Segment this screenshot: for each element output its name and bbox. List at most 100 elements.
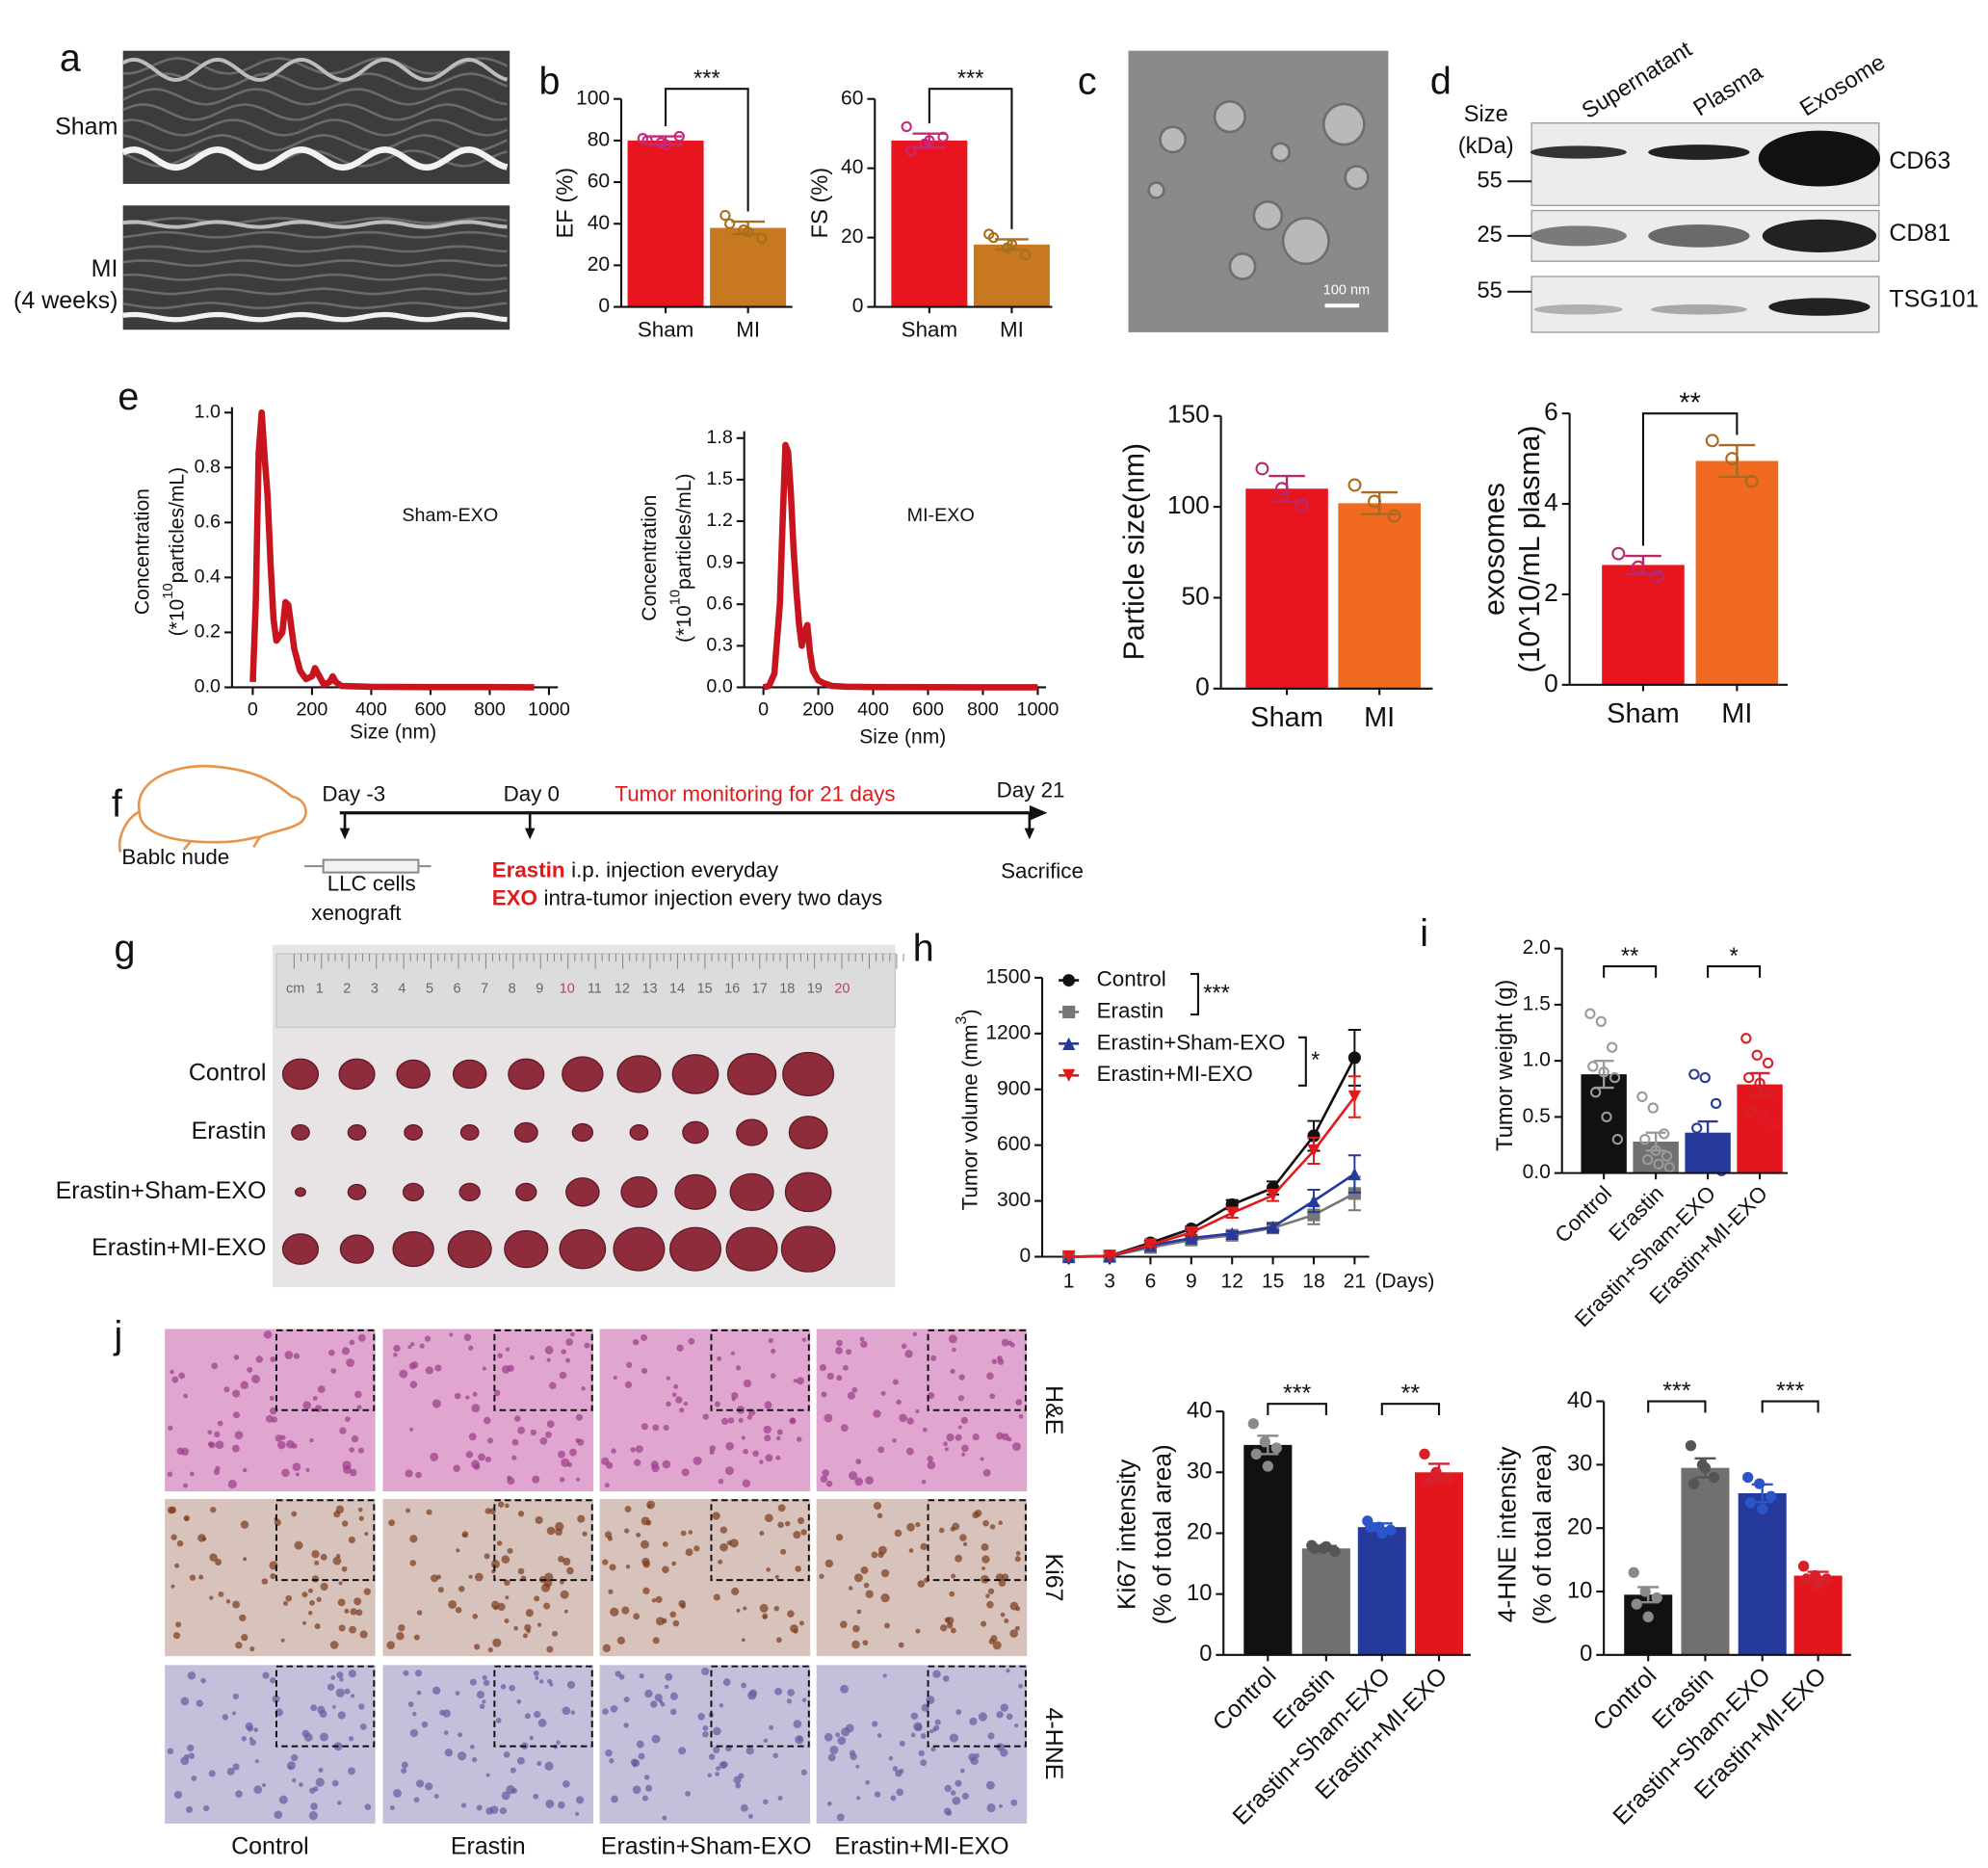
nucleus bbox=[535, 1675, 539, 1680]
nucleus bbox=[215, 1465, 221, 1471]
tumor bbox=[725, 1226, 778, 1272]
nucleus bbox=[458, 1585, 465, 1592]
nucleus bbox=[747, 1691, 757, 1700]
nucleus bbox=[497, 1353, 503, 1358]
nucleus bbox=[239, 1614, 247, 1622]
nucleus bbox=[713, 1726, 721, 1736]
nucleus bbox=[768, 1337, 773, 1344]
nucleus bbox=[200, 1677, 206, 1684]
histology-inset bbox=[493, 1665, 593, 1748]
nucleus bbox=[170, 1584, 175, 1589]
nucleus bbox=[826, 1801, 832, 1806]
nucleus bbox=[680, 1530, 687, 1537]
nucleus bbox=[269, 1407, 277, 1415]
data-point bbox=[924, 135, 935, 146]
nucleus bbox=[797, 1736, 803, 1742]
nucleus bbox=[337, 1801, 342, 1805]
nucleus bbox=[664, 1684, 669, 1690]
data-point bbox=[1321, 1540, 1332, 1553]
nucleus bbox=[642, 1587, 650, 1595]
y-tick-label: 2 bbox=[1544, 578, 1558, 607]
nucleus bbox=[992, 1641, 1002, 1650]
nucleus bbox=[533, 1793, 539, 1800]
nucleus bbox=[307, 1588, 314, 1593]
nucleus bbox=[759, 1460, 764, 1464]
ruler-label: 1 bbox=[316, 982, 324, 997]
nucleus bbox=[892, 1438, 897, 1443]
nucleus bbox=[955, 1554, 963, 1563]
y-tick-label: 1.0 bbox=[1523, 1049, 1551, 1071]
nucleus bbox=[458, 1732, 463, 1738]
nucleus bbox=[558, 1801, 565, 1809]
nucleus bbox=[969, 1717, 978, 1725]
tumor bbox=[620, 1176, 658, 1208]
legend-label: Control bbox=[1097, 966, 1166, 990]
data-point bbox=[1705, 1162, 1716, 1173]
nucleus bbox=[504, 1618, 510, 1624]
nucleus bbox=[318, 1767, 324, 1773]
nucleus bbox=[985, 1593, 990, 1598]
data-point bbox=[1663, 1162, 1675, 1173]
data-point bbox=[1636, 1091, 1648, 1103]
legend-label: Erastin+MI-EXO bbox=[1097, 1062, 1253, 1086]
nucleus bbox=[961, 1444, 969, 1453]
nucleus bbox=[331, 1779, 339, 1787]
y-tick-label: 20 bbox=[841, 225, 863, 248]
y-tick-label: 0 bbox=[598, 295, 610, 317]
nucleus bbox=[681, 1468, 690, 1477]
nucleus bbox=[349, 1468, 357, 1477]
nucleus bbox=[854, 1477, 864, 1487]
nucleus bbox=[327, 1683, 335, 1691]
nucleus bbox=[787, 1610, 795, 1618]
nucleus bbox=[472, 1614, 478, 1619]
tumor bbox=[447, 1229, 492, 1269]
nucleus bbox=[274, 1518, 281, 1526]
echo-trace bbox=[122, 273, 508, 281]
data-point bbox=[1745, 1105, 1758, 1118]
y-axis-label: (*1010particles/mL) bbox=[667, 473, 694, 642]
x-tick-label: 400 bbox=[857, 698, 889, 720]
nucleus bbox=[357, 1507, 363, 1513]
timeline-arrow bbox=[1029, 804, 1048, 821]
nucleus bbox=[517, 1511, 525, 1517]
nucleus bbox=[713, 1746, 720, 1753]
nucleus bbox=[986, 1600, 994, 1609]
significance-label: *** bbox=[1662, 1378, 1690, 1405]
nucleus bbox=[946, 1617, 955, 1625]
treatment-drug: EXO bbox=[492, 885, 537, 909]
echo-wall bbox=[121, 57, 509, 82]
nucleus bbox=[576, 1477, 581, 1482]
nucleus bbox=[330, 1675, 336, 1680]
nucleus bbox=[1000, 1612, 1006, 1618]
nucleus bbox=[662, 1815, 667, 1821]
nucleus bbox=[793, 1379, 798, 1383]
nucleus bbox=[841, 1727, 850, 1737]
nucleus bbox=[605, 1749, 613, 1757]
nucleus bbox=[765, 1454, 773, 1462]
nucleus bbox=[509, 1684, 515, 1692]
nucleus bbox=[412, 1711, 417, 1717]
nucleus bbox=[299, 1782, 303, 1787]
nucleus bbox=[170, 1369, 174, 1375]
nucleus bbox=[724, 1466, 734, 1476]
nucleus bbox=[876, 1513, 883, 1519]
nucleus bbox=[642, 1560, 651, 1568]
nucleus bbox=[917, 1580, 926, 1588]
nucleus bbox=[546, 1420, 555, 1429]
panel-label: c bbox=[1078, 60, 1097, 102]
nucleus bbox=[763, 1738, 769, 1744]
significance-bracket bbox=[665, 88, 749, 212]
data-point bbox=[1661, 1150, 1673, 1162]
y-axis-label: Tumor weight (g) bbox=[1493, 980, 1518, 1151]
nucleus bbox=[432, 1399, 441, 1408]
nucleus bbox=[880, 1390, 886, 1396]
nucleus bbox=[454, 1392, 461, 1400]
marker bbox=[1347, 1090, 1361, 1104]
y-tick-label: 40 bbox=[841, 156, 863, 178]
nucleus bbox=[214, 1558, 222, 1566]
y-tick-label: 0.0 bbox=[195, 676, 221, 697]
y-tick-label: 40 bbox=[1187, 1398, 1212, 1423]
nucleus bbox=[465, 1395, 470, 1400]
nucleus bbox=[455, 1606, 462, 1614]
nucleus bbox=[662, 1541, 668, 1547]
